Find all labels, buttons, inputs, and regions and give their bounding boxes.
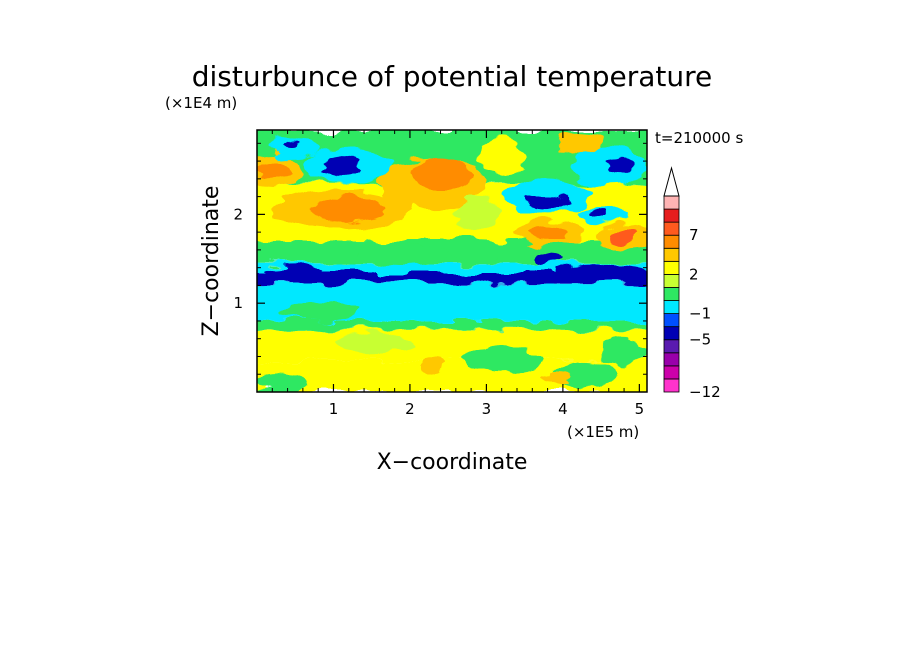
colorbar-swatch (663, 221, 680, 236)
blob (539, 373, 571, 385)
colorbar-swatch (663, 208, 680, 223)
chart-title: disturbunce of potential temperature (192, 60, 713, 93)
band-lower (257, 329, 647, 361)
blob (356, 243, 449, 265)
colorbar-label: 7 (689, 226, 699, 244)
colorbar-swatch (663, 378, 680, 393)
blob (463, 347, 540, 375)
colorbar-swatch (663, 195, 680, 210)
colorbar: −12−5−127 (663, 166, 721, 401)
colorbar-label: −12 (689, 383, 721, 401)
colorbar-label: −1 (689, 305, 711, 323)
blob (448, 239, 510, 261)
x-tick-label: 2 (405, 400, 415, 418)
x-tick-label: 4 (558, 400, 568, 418)
blob-cold (283, 139, 300, 151)
blob-warm-core (257, 161, 288, 179)
blob (257, 372, 303, 392)
colorbar-swatch (663, 326, 680, 341)
blob-warm-core (612, 229, 636, 244)
y-tick-label: 1 (233, 294, 243, 312)
blob (333, 332, 410, 354)
y-unit-label: (×1E4 m) (165, 94, 237, 112)
y-tick-label: 2 (233, 205, 243, 223)
blob-cold (524, 193, 571, 209)
time-label: t=210000 s (655, 129, 743, 147)
band-cyan-upper (257, 263, 647, 273)
colorbar-extend-arrow (663, 166, 680, 197)
blob (478, 138, 525, 175)
colorbar-swatch (663, 287, 680, 301)
band-green (257, 320, 647, 330)
colorbar-swatch (663, 247, 680, 262)
colorbar-label: −5 (689, 331, 711, 349)
blob (264, 265, 326, 277)
blob-warm-core (409, 158, 472, 191)
band-blue (257, 272, 647, 284)
blob-cold (588, 208, 607, 218)
blob (279, 303, 357, 321)
colorbar-swatch (663, 300, 680, 314)
blob-warm (555, 132, 602, 154)
x-unit-label: (×1E5 m) (567, 423, 639, 441)
blob (555, 264, 647, 279)
blob-warm-core (528, 225, 567, 240)
blob-cold (322, 156, 361, 175)
blob (421, 358, 445, 373)
plot-frame (256, 129, 648, 393)
colorbar-swatch (663, 352, 680, 367)
contour-field (257, 130, 647, 392)
blob (601, 338, 647, 366)
blob (555, 360, 617, 388)
colorbar-swatch (663, 365, 680, 380)
x-tick-label: 3 (482, 400, 492, 418)
x-tick-label: 1 (329, 400, 339, 418)
colorbar-swatch (663, 260, 680, 275)
x-tick-label: 5 (635, 400, 645, 418)
y-axis-label: Z−coordinate (199, 186, 224, 337)
x-axis-label: X−coordinate (377, 450, 528, 475)
blob-cold (532, 253, 563, 265)
colorbar-label: 2 (689, 265, 699, 283)
blob-warm-core (310, 197, 387, 223)
colorbar-swatch (663, 339, 680, 354)
colorbar-swatch (663, 234, 680, 249)
y-axis-ticks: 12 (233, 142, 647, 375)
colorbar-swatch (663, 273, 680, 288)
colorbar-swatch (663, 313, 680, 328)
blob-cold (606, 158, 634, 173)
x-axis-ticks: 1 2 3 4 5 (271, 130, 645, 418)
blob (455, 196, 502, 233)
